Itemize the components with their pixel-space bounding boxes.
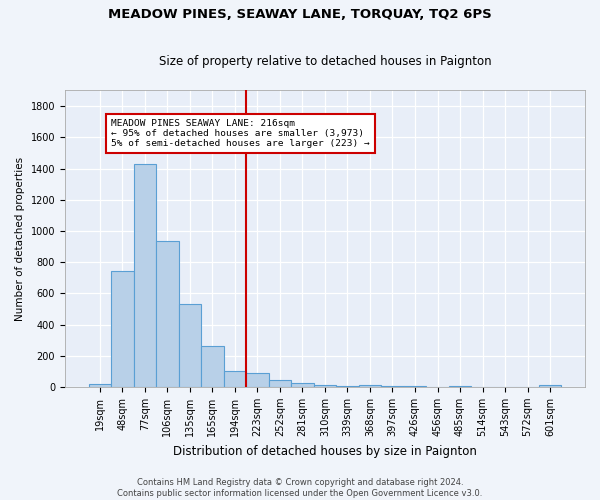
Bar [89,384,111,387]
Text: MEADOW PINES SEAWAY LANE: 216sqm
← 95% of detached houses are smaller (3,973)
5%: MEADOW PINES SEAWAY LANE: 216sqm ← 95% o… [111,118,370,148]
Bar [359,384,381,387]
Bar [111,272,134,387]
Bar [179,304,201,387]
Bar [269,380,291,387]
Title: Size of property relative to detached houses in Paignton: Size of property relative to detached ho… [158,56,491,68]
Text: MEADOW PINES, SEAWAY LANE, TORQUAY, TQ2 6PS: MEADOW PINES, SEAWAY LANE, TORQUAY, TQ2 … [108,8,492,20]
Bar [336,386,359,387]
Bar [404,386,426,387]
Bar [201,346,224,387]
X-axis label: Distribution of detached houses by size in Paignton: Distribution of detached houses by size … [173,444,477,458]
Bar [449,386,471,387]
Text: Contains HM Land Registry data © Crown copyright and database right 2024.
Contai: Contains HM Land Registry data © Crown c… [118,478,482,498]
Bar [156,241,179,387]
Bar [291,382,314,387]
Bar [134,164,156,387]
Bar [381,386,404,387]
Y-axis label: Number of detached properties: Number of detached properties [15,156,25,321]
Bar [224,370,246,387]
Bar [246,373,269,387]
Bar [314,384,336,387]
Bar [539,385,562,387]
